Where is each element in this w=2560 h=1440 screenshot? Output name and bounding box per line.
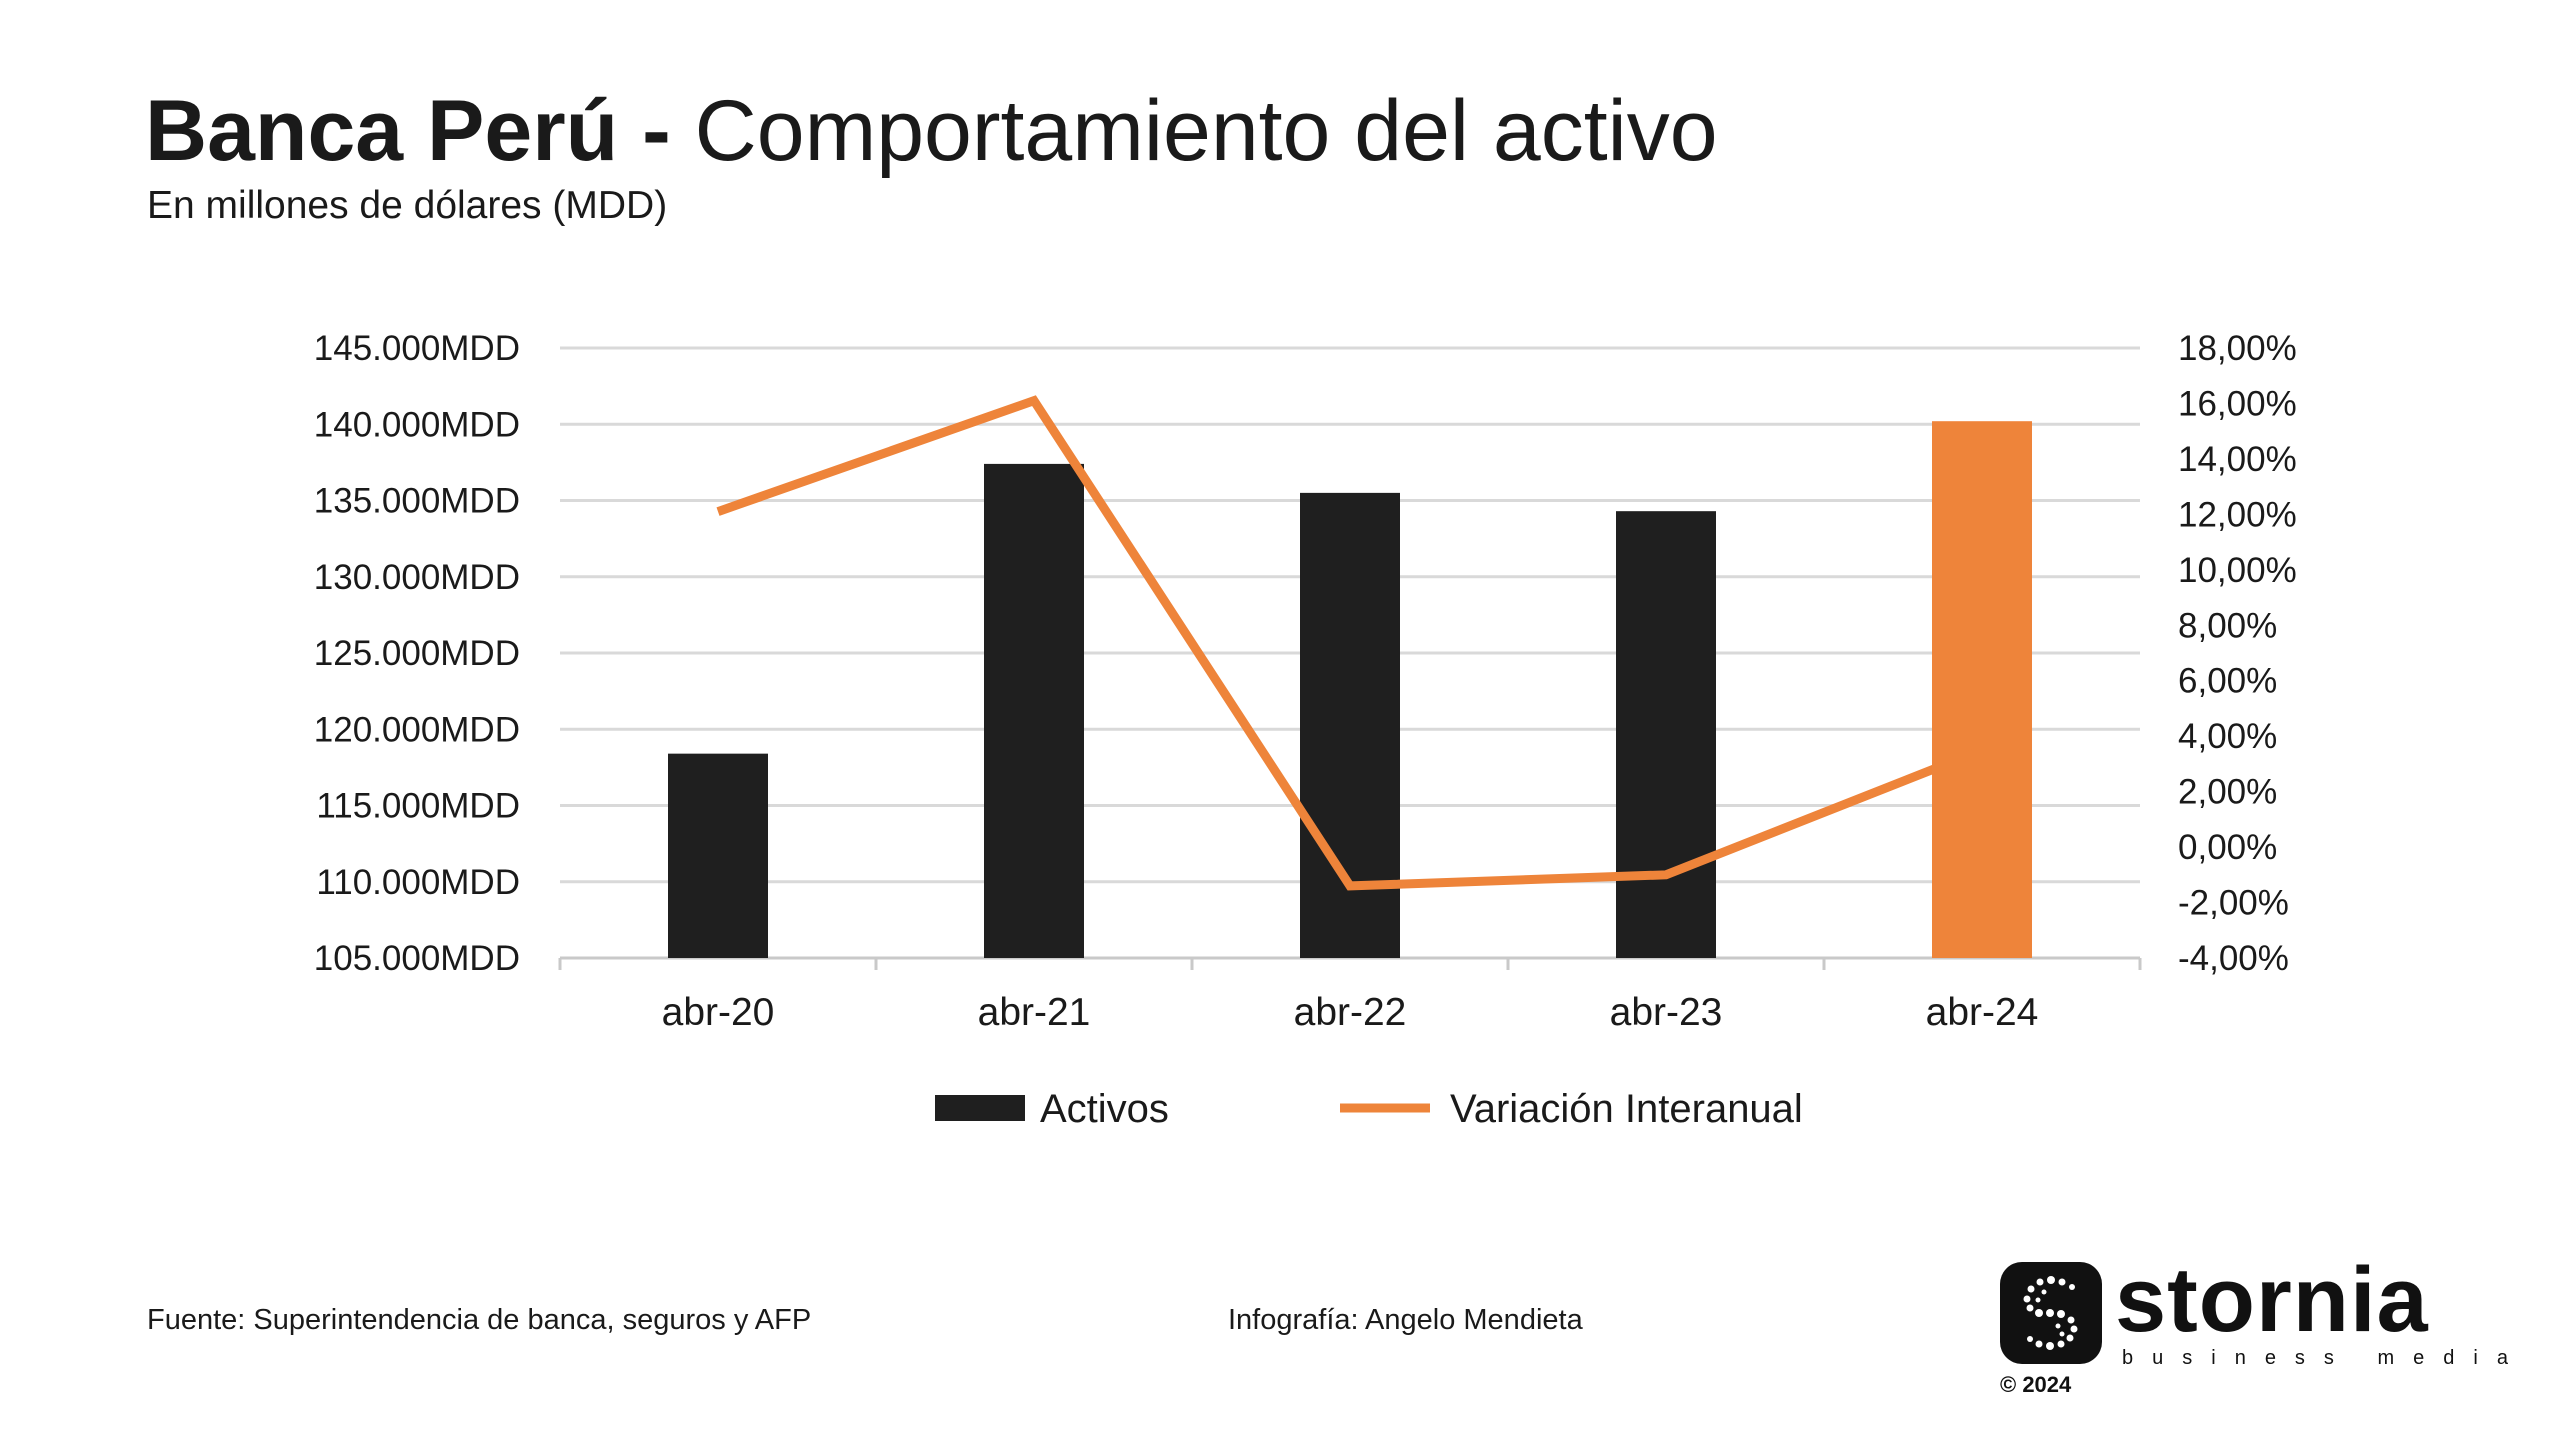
y-left-tick-label: 130.000MDD [314,558,520,597]
y-right-tick-label: -4,00% [2178,939,2289,978]
bar-activos [1932,421,2032,958]
bar-activos [668,753,768,958]
y-left-tick-label: 125.000MDD [314,634,520,673]
title-regular: Comportamiento del activo [694,83,1718,179]
legend-label-variacion: Variación Interanual [1450,1087,1803,1131]
y-right-tick-label: 8,00% [2178,606,2277,645]
bar-activos [984,463,1084,958]
y-right-tick-label: 0,00% [2178,828,2277,867]
credit-note: Infografía: Angelo Mendieta [1228,1304,1583,1336]
y-left-tick-label: 120.000MDD [314,710,520,749]
y-right-tick-label: 16,00% [2178,384,2297,423]
brand-copyright: © 2024 [2000,1372,2072,1397]
y-right-tick-label: 4,00% [2178,717,2277,756]
page-subtitle: En millones de dólares (MDD) [147,184,668,227]
source-note: Fuente: Superintendencia de banca, segur… [147,1304,812,1336]
combo-chart: 105.000MDD 110.000MDD 115.000MDD 120.000MDD… [314,329,2297,1131]
title-bold: Banca Perú - [145,83,671,179]
y-left-tick-label: 140.000MDD [314,405,520,444]
bar-activos [1616,511,1716,958]
y-right-tick-label: 6,00% [2178,662,2277,701]
y-right-tick-label: 2,00% [2178,773,2277,812]
x-category-label: abr-24 [1926,991,2039,1034]
brand-logo: stornia business media © 2024 [2000,1254,2508,1402]
y-left-tick-label: 145.000MDD [314,329,520,368]
y-right-tick-label: 18,00% [2178,329,2297,368]
page-title: Banca Perú - Comportamiento del activo [145,88,1718,174]
brand-tagline: business media [2122,1347,2527,1369]
legend-label-activos: Activos [1040,1087,1169,1131]
x-category-label: abr-21 [978,991,1091,1034]
y-right-tick-label: -2,00% [2178,884,2289,923]
y-right-tick-label: 10,00% [2178,551,2297,590]
x-category-label: abr-23 [1610,991,1723,1034]
y-left-tick-label: 110.000MDD [316,863,520,902]
stornia-logo-icon-graphic [2023,1276,2078,1350]
y-right-tick-label: 12,00% [2178,495,2297,534]
x-category-label: abr-20 [662,991,775,1034]
legend-swatch-activos [935,1095,1025,1121]
y-left-tick-label: 105.000MDD [314,939,520,978]
x-category-label: abr-22 [1294,991,1407,1034]
y-left-tick-label: 115.000MDD [316,787,520,826]
y-left-tick-label: 135.000MDD [314,482,520,521]
brand-name: stornia [2115,1249,2429,1351]
stornia-logo-icon [2000,1262,2102,1364]
line-variacion-interanual [716,395,1984,891]
y-right-tick-label: 14,00% [2178,440,2297,479]
